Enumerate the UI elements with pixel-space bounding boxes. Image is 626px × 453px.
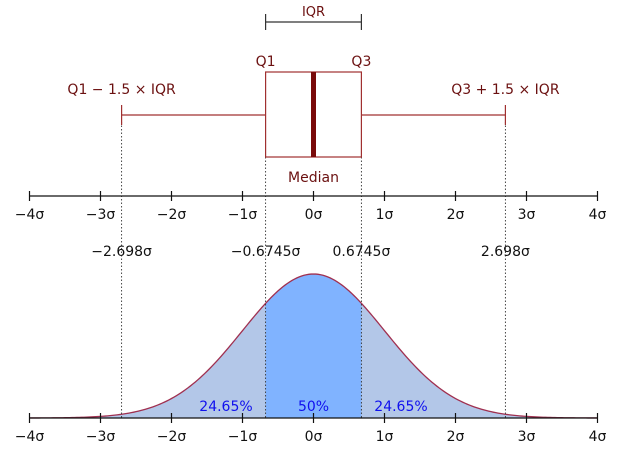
- top-axis-tick-label-4: 0σ: [305, 207, 323, 223]
- percent-label-center: 50%: [298, 399, 329, 415]
- iqr-area-fill: [265, 274, 362, 418]
- bottom-axis-tick-label-0: −4σ: [15, 429, 45, 445]
- percent-label-left: 24.65%: [199, 399, 252, 415]
- q3-label: Q3: [351, 54, 371, 70]
- top-axis-tick-label-2: −2σ: [157, 207, 187, 223]
- bottom-axis-tick-label-4: 0σ: [305, 429, 323, 445]
- top-axis: −4σ −3σ −2σ −1σ 0σ 1σ 2σ 3σ 4σ: [15, 191, 607, 223]
- top-axis-tick-label-6: 2σ: [447, 207, 465, 223]
- top-axis-tick-label-8: 4σ: [589, 207, 607, 223]
- top-axis-tick-label-0: −4σ: [15, 207, 45, 223]
- bottom-axis-tick-label-6: 2σ: [447, 429, 465, 445]
- bottom-axis-tick-label-3: −1σ: [228, 429, 258, 445]
- bottom-axis-tick-label-1: −3σ: [86, 429, 116, 445]
- top-axis-tick-label-3: −1σ: [228, 207, 258, 223]
- top-axis-tick-label-1: −3σ: [86, 207, 116, 223]
- bottom-axis-tick-label-5: 1σ: [376, 429, 394, 445]
- marker-label-lower-whisker: −2.698σ: [91, 244, 152, 260]
- marker-label-q1: −0.6745σ: [231, 244, 301, 260]
- percent-label-right: 24.65%: [374, 399, 427, 415]
- iqr-label: IQR: [302, 5, 325, 20]
- bottom-axis-tick-label-8: 4σ: [589, 429, 607, 445]
- marker-label-q3: 0.6745σ: [332, 244, 390, 260]
- marker-label-upper-whisker: 2.698σ: [481, 244, 530, 260]
- q1-label: Q1: [256, 54, 276, 70]
- upper-whisker-label: Q3 + 1.5 × IQR: [451, 82, 560, 98]
- normal-curve: [29, 273, 598, 419]
- iqr-bracket: [265, 14, 362, 30]
- median-label: Median: [288, 170, 339, 186]
- top-axis-tick-label-5: 1σ: [376, 207, 394, 223]
- bottom-axis-tick-label-7: 3σ: [518, 429, 536, 445]
- bottom-axis-tick-label-2: −2σ: [157, 429, 187, 445]
- lower-whisker-label: Q1 − 1.5 × IQR: [67, 82, 176, 98]
- top-axis-tick-label-7: 3σ: [518, 207, 536, 223]
- bottom-axis: −4σ −3σ −2σ −1σ 0σ 1σ 2σ 3σ 4σ: [15, 413, 607, 445]
- box-plot: [120, 71, 506, 158]
